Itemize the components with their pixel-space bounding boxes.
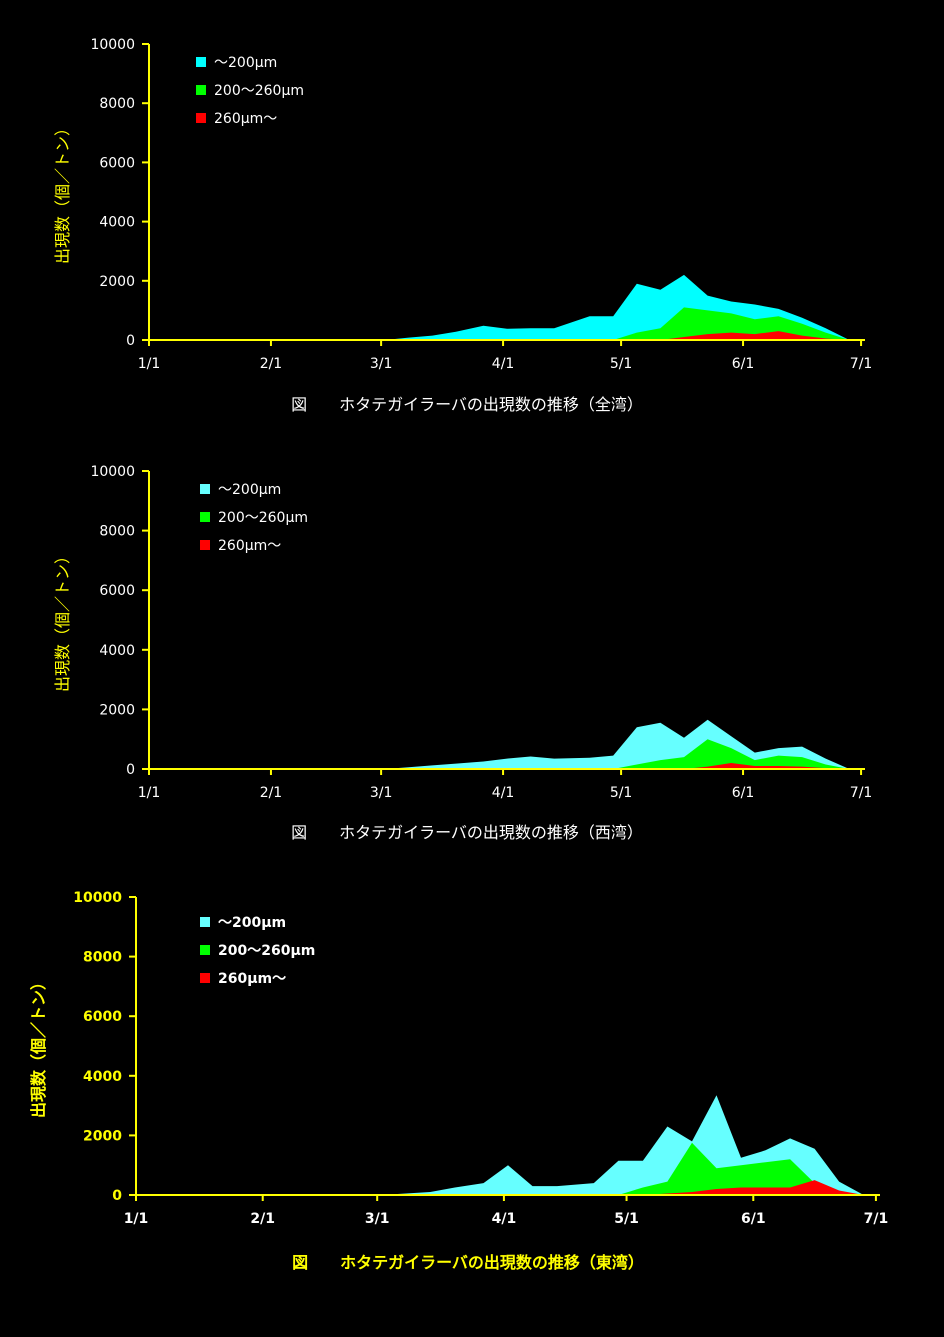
y-tick-label: 2000 [99,702,135,718]
legend-swatch-1 [200,484,210,494]
chart-caption: 図 ホタテガイラーバの出現数の推移（全湾） [291,395,643,414]
chart-caption: 図 ホタテガイラーバの出現数の推移（東湾） [292,1253,644,1272]
y-tick-label: 2000 [83,1128,122,1144]
y-tick-label: 4000 [99,215,135,231]
legend-swatch-2 [200,512,210,522]
x-tick-label: 2/1 [260,785,283,801]
legend-label-2: 200～260μm [218,943,315,959]
y-tick-label: 0 [126,333,135,349]
y-axis-label: 出現数（個／トン） [29,974,48,1118]
y-tick-label: 8000 [99,96,135,112]
y-axis-label: 出現数（個／トン） [53,548,72,692]
x-tick-label: 3/1 [370,785,393,801]
x-tick-label: 6/1 [732,785,755,801]
x-tick-label: 1/1 [138,785,161,801]
series-area-3 [385,331,850,340]
y-tick-label: 6000 [99,583,135,599]
series-area-3 [385,763,850,769]
legend-label-3: 260μm～ [218,971,286,987]
x-tick-label: 1/1 [124,1211,149,1227]
series-area-3 [381,1180,864,1195]
chart-caption: 図 ホタテガイラーバの出現数の推移（西湾） [291,823,643,842]
x-tick-label: 7/1 [850,356,873,372]
x-tick-label: 2/1 [250,1211,275,1227]
chart-panel-3: 1/1 2/1 3/1 4/1 5/1 6/1 7/1 0 2000 4000 6000 8000 10… [29,890,888,1272]
series-area-2 [385,739,850,769]
y-tick-label: 10000 [90,464,135,480]
x-tick-label: 6/1 [732,356,755,372]
x-tick-label: 4/1 [492,1211,517,1227]
y-tick-label: 6000 [99,155,135,171]
legend-swatch-3 [200,540,210,550]
y-tick-label: 0 [126,762,135,778]
legend-swatch-1 [196,57,206,67]
y-tick-label: 4000 [99,643,135,659]
y-tick-label: 6000 [83,1009,122,1025]
y-tick-label: 10000 [90,37,135,53]
x-tick-label: 3/1 [365,1211,390,1227]
chart-panel-2: 1/1 2/1 3/1 4/1 5/1 6/1 7/1 0 2000 4000 6000 8000 10… [53,464,872,842]
series-area-2 [381,1142,864,1195]
x-tick-label: 4/1 [492,356,515,372]
legend-label-1: ～200μm [218,915,286,931]
chart-panel-1: 1/1 2/1 3/1 4/1 5/1 6/1 7/1 0 2000 4000 6000 8000 10… [53,37,872,414]
y-tick-label: 8000 [83,950,122,966]
legend-label-3: 260μm～ [214,111,277,127]
legend-swatch-3 [196,113,206,123]
x-tick-label: 3/1 [370,356,393,372]
y-tick-label: 2000 [99,274,135,290]
legend-label-1: ～200μm [214,55,277,71]
legend-swatch-2 [196,85,206,95]
legend-label-2: 200～260μm [214,83,304,99]
x-tick-label: 7/1 [850,785,873,801]
y-tick-label: 10000 [73,890,122,906]
legend-label-2: 200～260μm [218,510,308,526]
legend-label-3: 260μm～ [218,538,281,554]
series-area-2 [385,307,850,340]
y-tick-label: 0 [112,1188,122,1204]
x-tick-label: 6/1 [741,1211,766,1227]
x-tick-label: 5/1 [610,785,633,801]
x-tick-label: 2/1 [260,356,283,372]
y-axis-label: 出現数（個／トン） [53,120,72,264]
x-tick-label: 7/1 [864,1211,889,1227]
y-tick-label: 4000 [83,1069,122,1085]
legend-swatch-3 [200,973,210,983]
x-tick-label: 5/1 [614,1211,639,1227]
legend-swatch-2 [200,945,210,955]
x-tick-label: 4/1 [492,785,515,801]
y-tick-label: 8000 [99,524,135,540]
legend-swatch-1 [200,917,210,927]
legend-label-1: ～200μm [218,482,281,498]
x-tick-label: 5/1 [610,356,633,372]
x-tick-label: 1/1 [138,356,161,372]
